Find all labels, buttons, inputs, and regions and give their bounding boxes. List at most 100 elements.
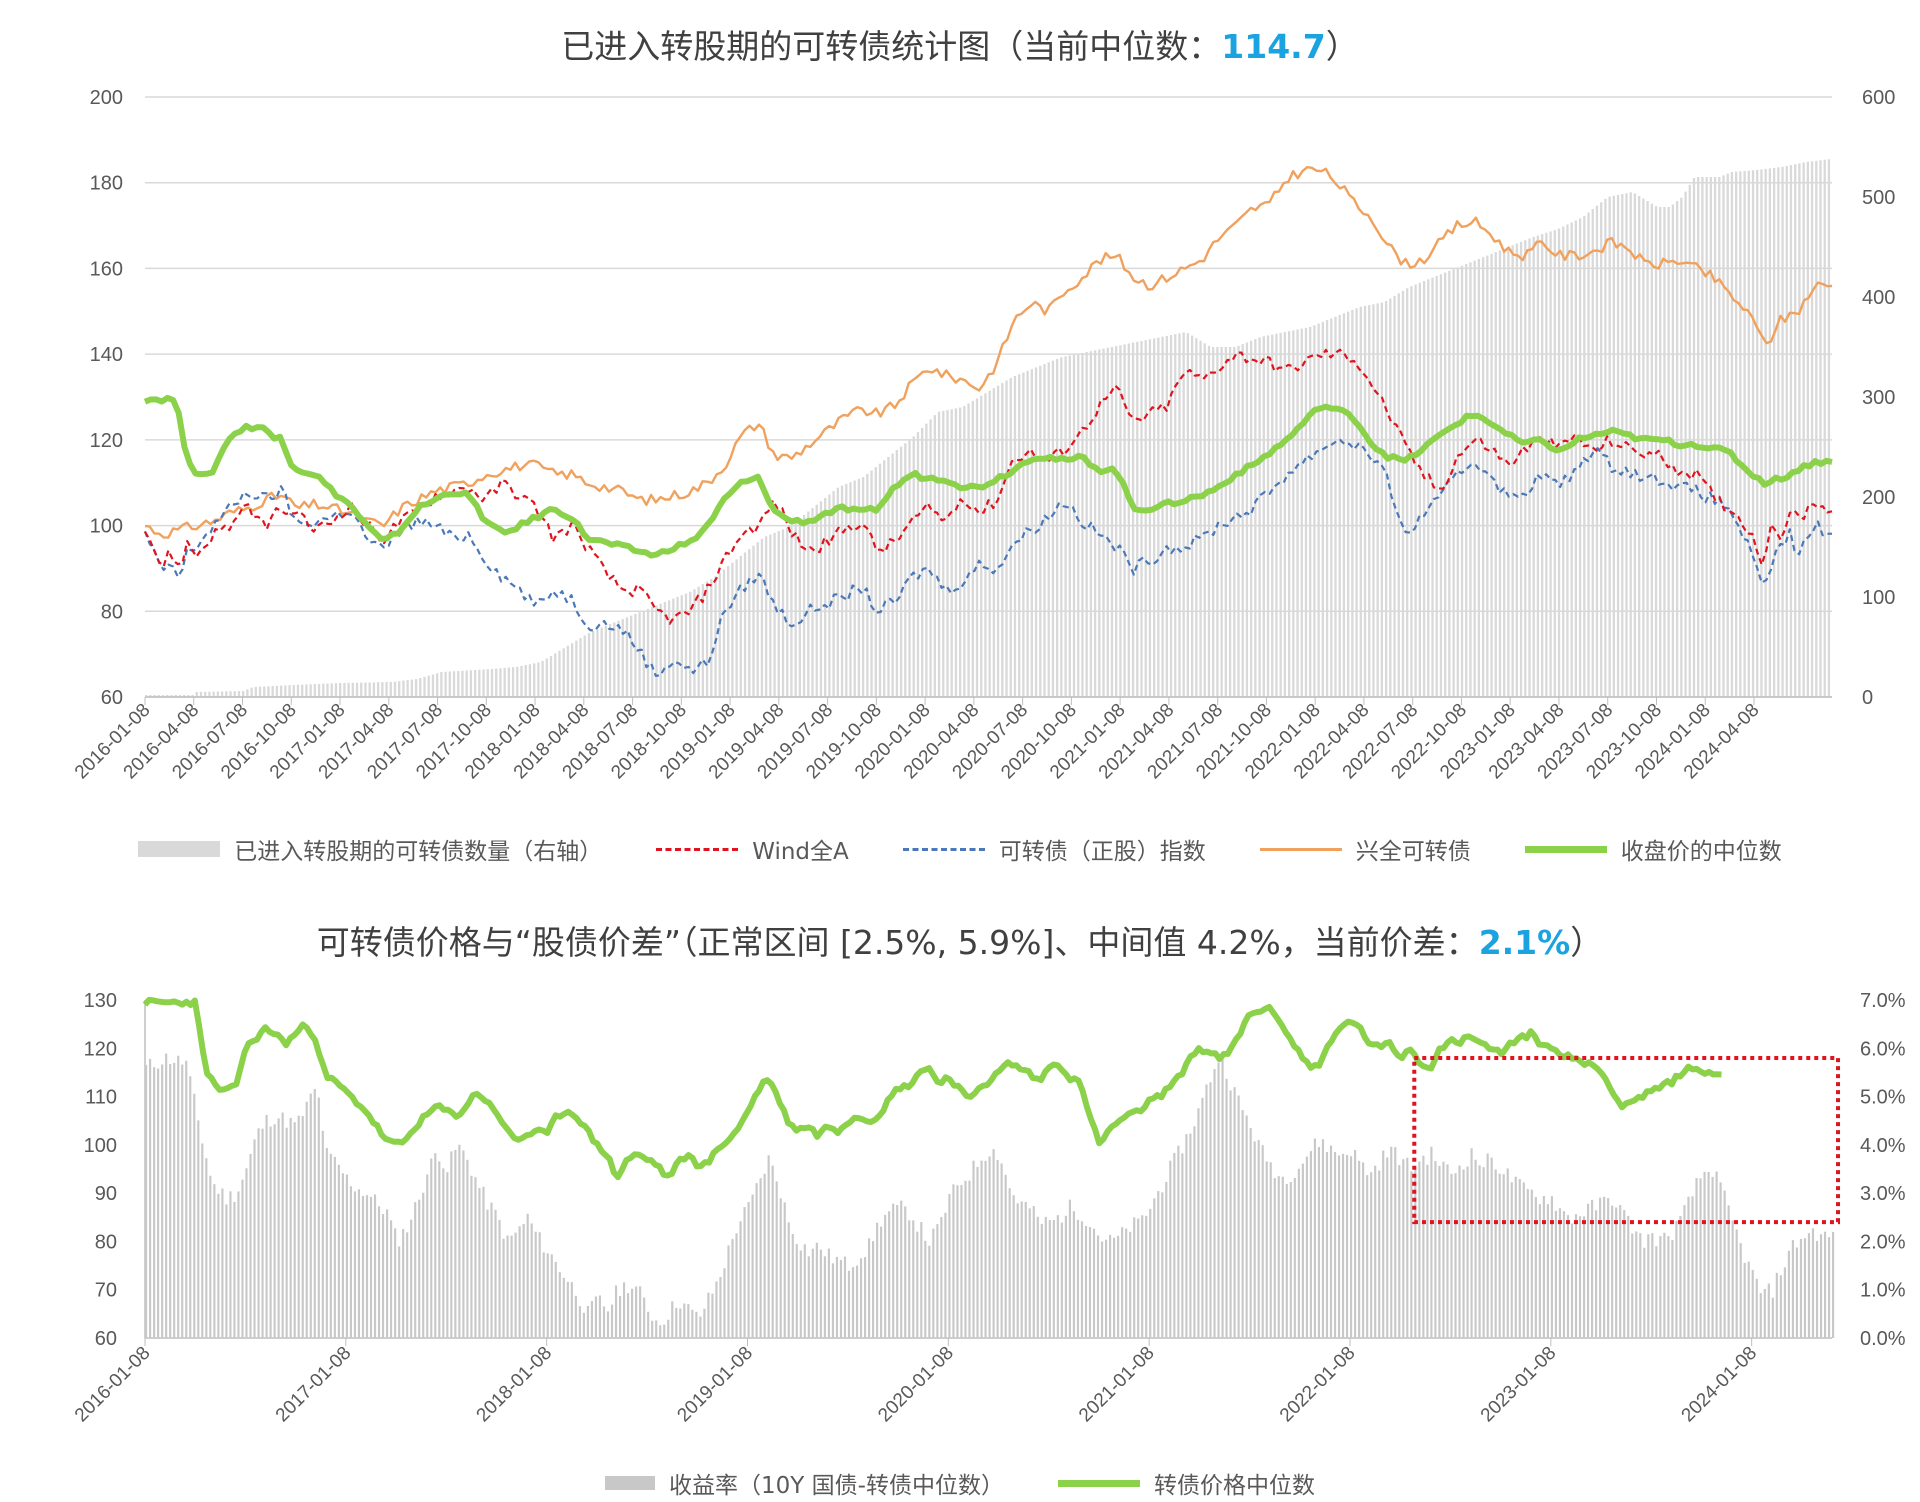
chart1-count-bar [309,684,312,697]
chart1-count-bar [655,605,658,697]
chart2-yield-bar [1209,1082,1212,1338]
chart2-yield-bar [1591,1199,1594,1338]
chart1-count-bar [1705,177,1708,697]
chart2-yield-bar [1008,1188,1011,1338]
chart2-yield-bar [1422,1155,1425,1338]
chart1-count-bar [330,683,333,697]
chart1-count-bar [1338,315,1341,697]
chart2-yield-bar [819,1249,822,1338]
chart2-yield-bar [823,1256,826,1338]
chart1-count-bar [431,674,435,697]
chart1-count-bar [1271,334,1274,697]
chart2-yield-bar [1233,1087,1236,1338]
chart2-yield-bar [1048,1220,1051,1338]
chart1-count-bar [339,683,342,697]
legend-swatch-bars [138,841,221,857]
chart1-count-bar [1718,177,1721,697]
chart1-count-bar [385,682,388,697]
chart1-count-bar [946,410,949,697]
chart2-yield-bar [896,1205,899,1338]
chart1-count-bar [1583,215,1586,697]
chart1-count-bar [490,668,494,697]
chart2-yield-bar [1245,1115,1248,1338]
chart1-count-bar [937,411,941,697]
chart2-yield-bar [518,1226,521,1338]
chart1-count-bar [1675,201,1679,697]
chart2-yield-bar [799,1250,802,1338]
chart1-count-bar [1802,162,1805,697]
chart1-count-bar [697,586,700,697]
chart1-count-bar [1148,339,1152,697]
chart1-count-bar [1443,272,1447,697]
chart2-x-tick-label: 2017-01-08 [272,1343,356,1427]
chart2-yield-bar [546,1253,549,1338]
chart2-yield-bar [1462,1169,1465,1338]
chart1-count-bar [836,487,839,697]
chart2-yield-bar [341,1173,344,1338]
chart1-count-bar [1292,330,1295,697]
chart1-count-bar [1764,168,1767,697]
legend-swatch-wind [656,847,739,851]
chart2-yield-bar [811,1248,814,1338]
chart2-yield-bar [655,1320,658,1338]
chart2-yield-bar [349,1186,353,1338]
chart2-yield-bar [269,1126,272,1338]
chart2-y2-tick-label: 2.0% [1860,1231,1906,1253]
chart2-yield-bar [145,1065,148,1338]
chart1-count-bar [824,497,827,697]
chart2-yield-bar [1084,1226,1088,1338]
chart1-count-bar [929,419,932,697]
chart1-count-bar [368,682,371,697]
chart2-yield-bar [1305,1156,1308,1338]
chart1-count-bar [689,591,692,697]
chart1-count-bar [1633,193,1637,698]
chart2-yield-bar [1012,1195,1015,1338]
chart1-count-bar [942,410,945,697]
chart2-yield-bar [1446,1164,1449,1338]
chart2-yield-bar [924,1240,927,1338]
chart1-count-bar [469,670,473,697]
chart1-count-bar [1212,347,1215,697]
chart2-yield-bar [835,1256,839,1338]
chart2-yield-bar [1217,1062,1220,1338]
chart2-yield-bar [1052,1219,1055,1338]
chart1-count-bar [1406,288,1409,697]
chart1-count-bar [1131,342,1135,697]
chart1-count-bar [1785,165,1788,698]
chart2-yield-bar [1100,1241,1104,1338]
chart2-yield-bar [1558,1208,1562,1338]
chart1-count-bar [1233,347,1236,697]
chart1-count-bar [1110,346,1114,697]
chart2-yield-bar [795,1244,798,1338]
chart1-count-bar [895,450,899,697]
chart2-yield-bar [1759,1293,1762,1338]
chart1-count-bar [423,676,426,697]
chart2-yield-bar [703,1308,706,1338]
chart2-yield-bar [1301,1163,1304,1338]
chart2-x-tick-label: 2023-01-08 [1477,1343,1561,1427]
chart2-yield-bar [1827,1237,1831,1338]
chart2-yield-bar [1478,1165,1481,1338]
chart2-yield-bar [1631,1233,1634,1338]
chart1-count-bar [1486,255,1489,698]
chart2-yield-bar [357,1189,361,1338]
chart2-yield-bar [1088,1227,1092,1338]
chart2-yield-bar [940,1217,943,1338]
chart1-count-bar [1013,375,1017,697]
chart1-count-bar [642,610,645,697]
chart2-y-tick-label: 120 [84,1038,117,1060]
chart2-yield-bar [1470,1148,1473,1338]
chart2-yield-bar [1627,1215,1630,1338]
chart2-yield-bar [1595,1210,1598,1338]
chart2-yield-bar [233,1201,236,1338]
chart2-yield-bar [831,1263,835,1338]
chart1-count-bar [786,527,789,697]
chart2-yield-bar [622,1282,626,1338]
chart1-count-bar [676,596,679,697]
chart2-yield-bar [257,1128,260,1338]
chart1-count-bar [1646,201,1649,697]
chart2-y2-tick-label: 0.0% [1860,1328,1906,1350]
chart2-yield-bar [185,1060,188,1338]
chart2-yield-bar [755,1183,758,1338]
chart2-yield-bar [683,1303,686,1338]
